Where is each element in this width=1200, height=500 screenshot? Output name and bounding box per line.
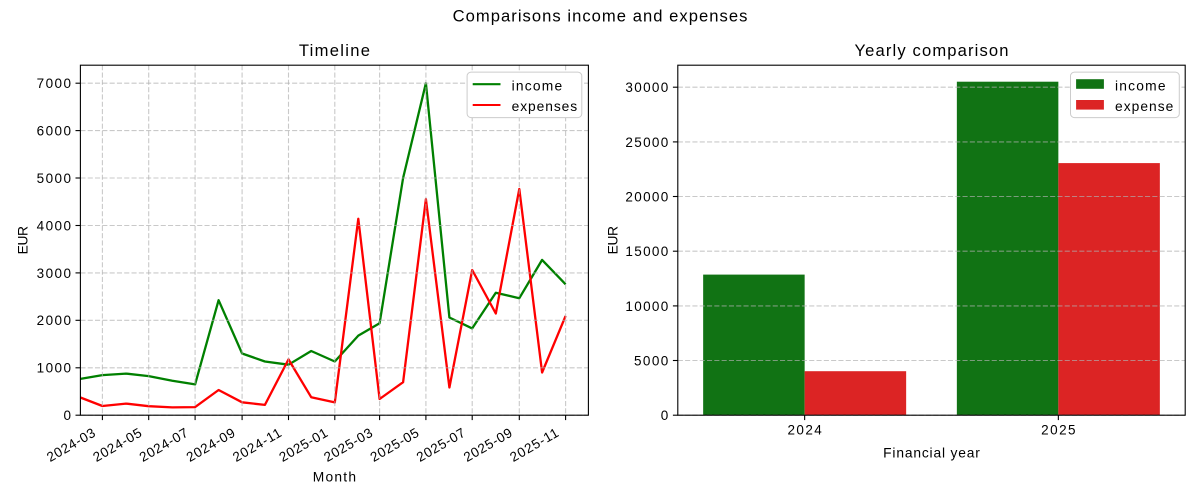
svg-text:Month: Month [313,470,356,485]
svg-text:25000: 25000 [625,135,668,150]
svg-text:6000: 6000 [37,124,71,139]
svg-text:EUR: EUR [606,226,621,254]
svg-text:expenses: expenses [512,99,578,114]
svg-text:0: 0 [63,408,71,423]
svg-text:Timeline: Timeline [299,41,370,60]
svg-text:5000: 5000 [634,353,668,368]
svg-text:2025: 2025 [1041,423,1075,438]
svg-text:10000: 10000 [625,299,668,314]
svg-text:5000: 5000 [37,171,71,186]
svg-text:0: 0 [661,408,669,423]
svg-text:Financial year: Financial year [883,446,980,461]
svg-text:Comparisons income and expense: Comparisons income and expenses [453,7,748,26]
svg-text:Yearly comparison: Yearly comparison [854,41,1008,60]
svg-text:2024: 2024 [787,423,822,438]
svg-text:4000: 4000 [37,218,71,233]
svg-text:2000: 2000 [37,313,71,328]
svg-text:expense: expense [1115,99,1174,114]
svg-text:7000: 7000 [37,76,71,91]
svg-text:EUR: EUR [16,226,31,254]
svg-text:15000: 15000 [625,244,668,259]
svg-text:income: income [1115,78,1166,93]
svg-text:3000: 3000 [37,266,71,281]
svg-text:income: income [512,78,563,93]
svg-text:1000: 1000 [37,361,71,376]
svg-text:30000: 30000 [625,80,668,95]
svg-text:20000: 20000 [625,189,668,204]
